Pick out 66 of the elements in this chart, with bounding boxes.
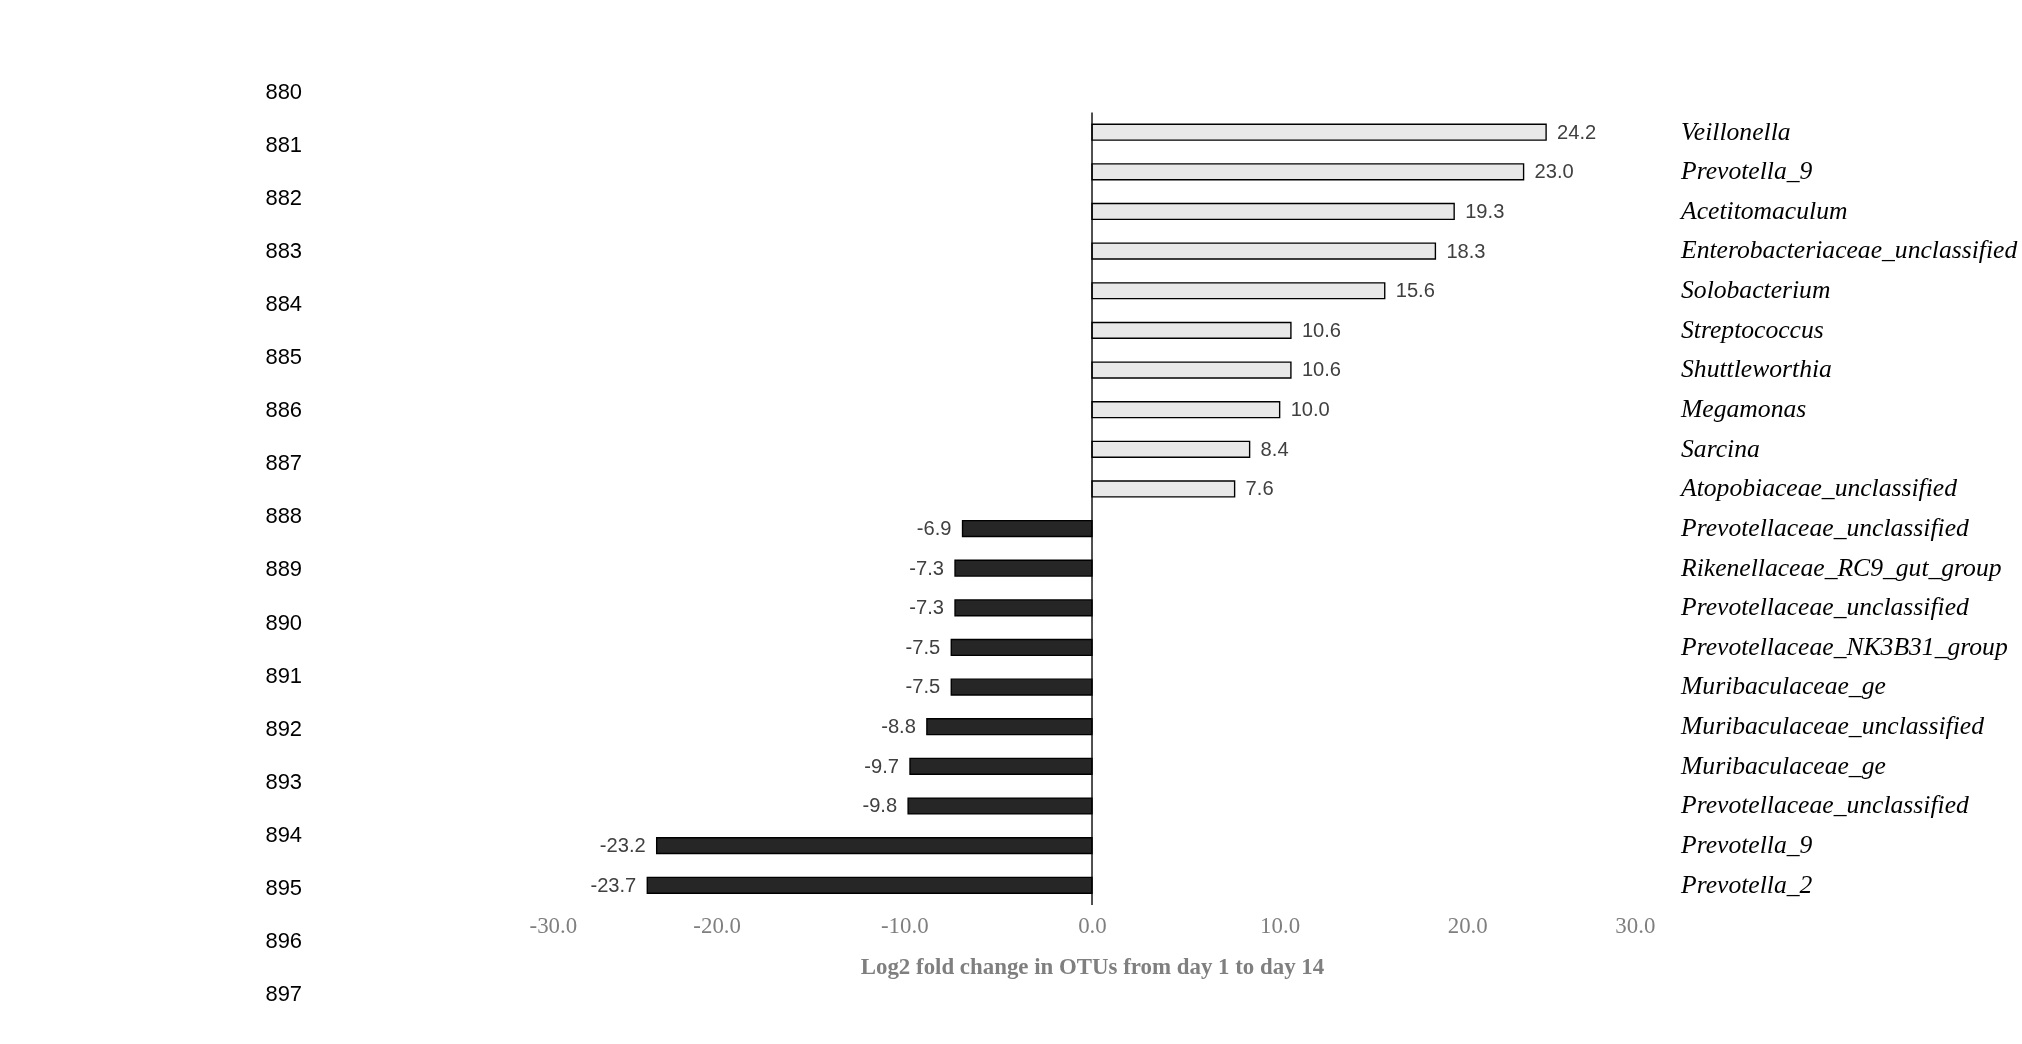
- text: 882: [265, 184, 303, 210]
- y-tick-label: Rikenellaceae_RC9_gut_group: [1680, 552, 2002, 582]
- y-tick-label: Muribaculaceae_ge: [1680, 671, 1886, 701]
- y-tick-label: Prevotella_9: [1680, 156, 1813, 186]
- text: 889: [265, 556, 303, 582]
- text: 891: [265, 662, 303, 688]
- data-label: -6.9: [916, 516, 952, 539]
- data-label: 18.3: [1446, 239, 1486, 262]
- text: 890: [265, 609, 303, 635]
- data-label: 8.4: [1260, 437, 1289, 460]
- data-label: -9.8: [862, 794, 898, 817]
- data-label: -9.7: [864, 754, 900, 777]
- text: 888: [265, 503, 303, 529]
- text: 887: [265, 450, 303, 476]
- y-tick-label: Prevotella_9: [1680, 829, 1813, 859]
- y-tick-label: Veillonella: [1681, 116, 1791, 146]
- y-tick-label: Megamonas: [1680, 393, 1807, 423]
- y-tick-label: Prevotella_2: [1680, 869, 1813, 899]
- data-label: 7.6: [1245, 477, 1274, 500]
- y-tick-label: Prevotellaceae_NK3B31_group: [1680, 631, 2008, 661]
- data-label: 24.2: [1557, 120, 1597, 143]
- y-tick-label: Atopobiaceae_unclassified: [1679, 473, 1958, 503]
- y-tick-label: Prevotellaceae_unclassified: [1680, 592, 1969, 622]
- text: 881: [265, 131, 303, 157]
- y-tick-label: Prevotellaceae_unclassified: [1680, 512, 1969, 542]
- text: 892: [265, 715, 303, 741]
- y-tick-label: Prevotellaceae_unclassified: [1680, 790, 1969, 820]
- data-label: -8.8: [881, 715, 916, 738]
- data-label: -7.5: [905, 675, 941, 698]
- data-label: 10.6: [1301, 318, 1342, 341]
- x-tick-label: 30.0: [1615, 913, 1656, 938]
- y-tick-label: Solobacterium: [1681, 275, 1831, 305]
- text: 886: [265, 397, 303, 423]
- data-label: 23.0: [1534, 160, 1574, 183]
- data-label: 15.6: [1395, 279, 1435, 302]
- text: 884: [265, 291, 303, 317]
- text: 896: [265, 928, 303, 954]
- x-tick-label: -30.0: [529, 913, 578, 938]
- data-label: 19.3: [1465, 199, 1505, 222]
- x-tick-label: 0.0: [1078, 913, 1107, 938]
- y-tick-label: Shuttleworthia: [1681, 354, 1832, 384]
- text: 897: [265, 981, 303, 1007]
- text: 895: [265, 875, 303, 901]
- x-tick-label: -10.0: [880, 913, 929, 938]
- data-label: -23.7: [590, 873, 637, 896]
- y-tick-label: Muribaculaceae_unclassified: [1680, 711, 1985, 741]
- text: 883: [265, 237, 303, 263]
- y-tick-label: Enterobacteriaceae_unclassified: [1680, 235, 2018, 265]
- data-label: -7.5: [905, 635, 941, 658]
- data-label: -7.3: [909, 556, 945, 579]
- y-tick-label: Acetitomaculum: [1679, 195, 1848, 225]
- text: 880: [265, 78, 303, 104]
- y-tick-label: Muribaculaceae_ge: [1680, 750, 1886, 780]
- text: 894: [265, 821, 303, 847]
- y-tick-label: Streptococcus: [1681, 314, 1824, 344]
- text: 885: [265, 344, 303, 370]
- data-label: 10.6: [1301, 358, 1342, 381]
- x-axis-title: Log2 fold change in OTUs from day 1 to day 14: [860, 954, 1325, 980]
- data-label: -7.3: [909, 596, 945, 619]
- y-tick-label: Sarcina: [1681, 433, 1760, 463]
- x-tick-label: -20.0: [693, 913, 741, 938]
- text: 893: [265, 768, 303, 794]
- x-tick-label: 20.0: [1447, 913, 1488, 938]
- x-tick-label: 10.0: [1260, 913, 1301, 938]
- data-label: 10.0: [1290, 398, 1330, 421]
- data-label: -23.2: [599, 834, 646, 857]
